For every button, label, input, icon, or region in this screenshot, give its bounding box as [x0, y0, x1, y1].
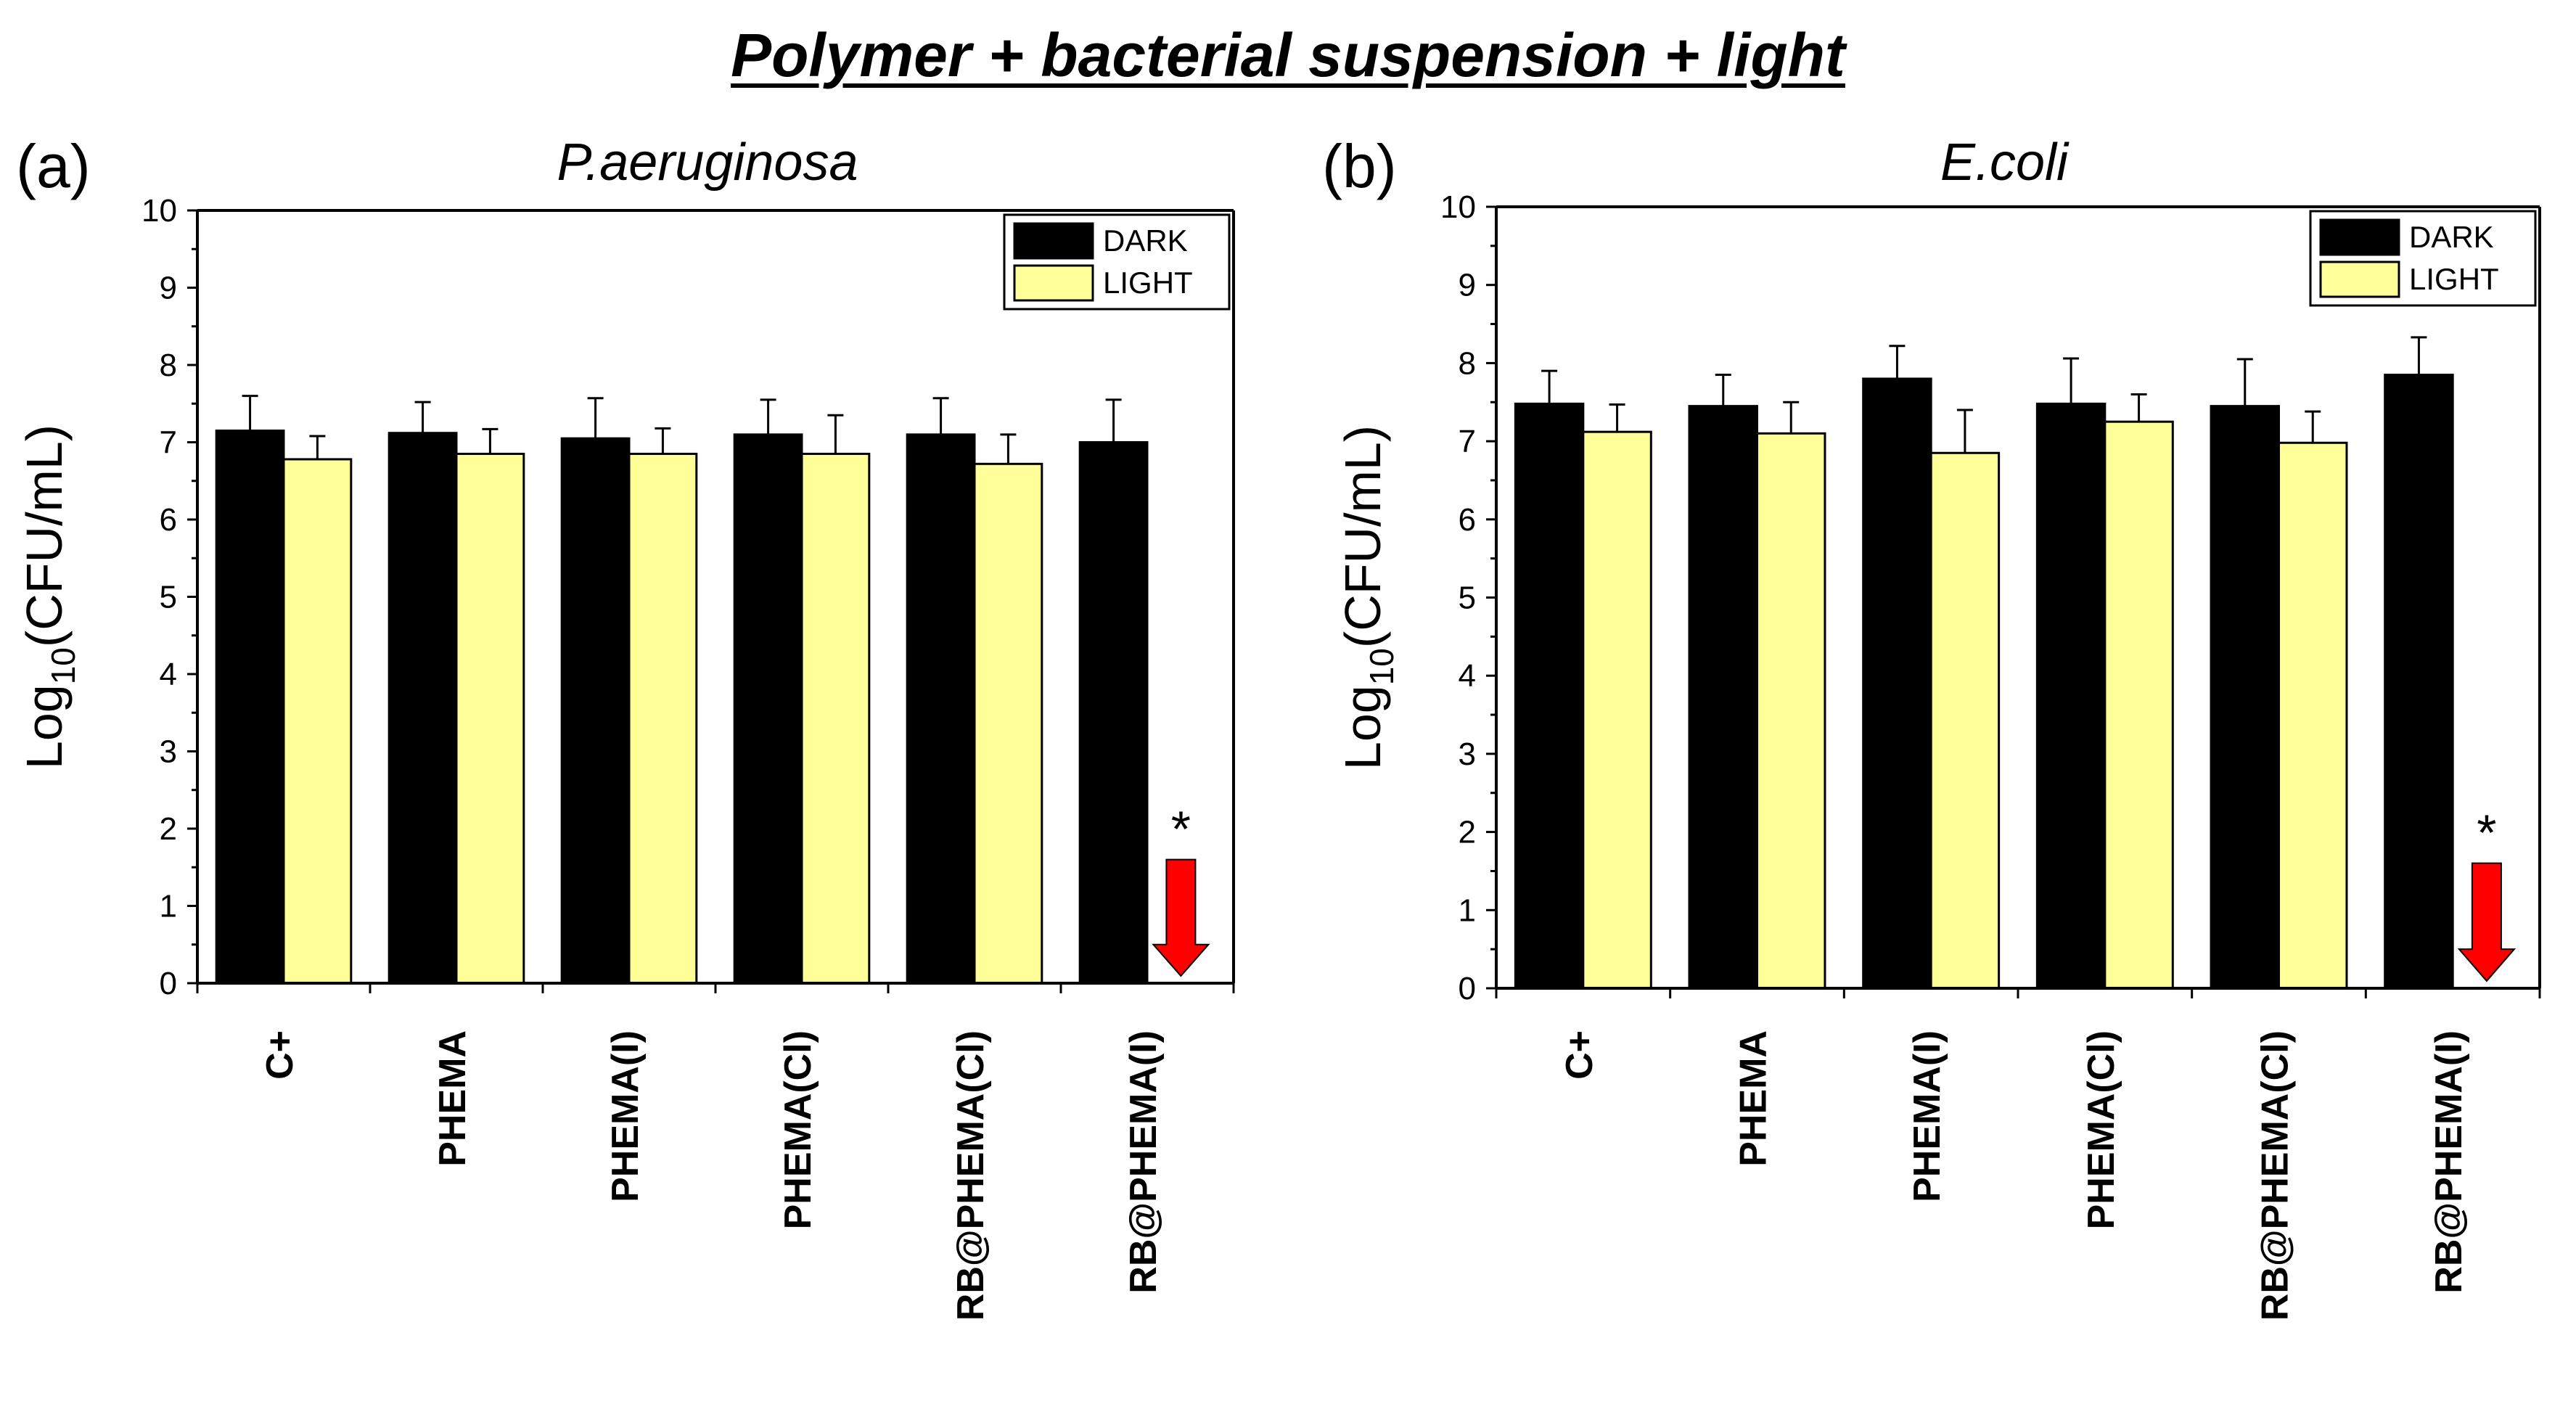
bar-dark-5 — [906, 433, 976, 985]
y-tick-label: 7 — [1459, 424, 1476, 459]
y-tick-label: 1 — [1459, 892, 1476, 928]
bar-dark-2 — [1688, 405, 1759, 990]
bar-light-2 — [455, 452, 525, 985]
y-tick-label: 10 — [141, 193, 177, 229]
y-tick-label: 4 — [160, 657, 177, 692]
bar-dark-4 — [2035, 402, 2107, 990]
y-tick-label: 9 — [160, 271, 177, 306]
y-tick-label: 9 — [1459, 268, 1476, 303]
y-tick-label: 2 — [160, 811, 177, 847]
bar-light-5 — [2278, 441, 2348, 990]
y-tick-label: 7 — [160, 425, 177, 461]
category-label: PHEMA(I) — [604, 1030, 647, 1202]
category-label: PHEMA(Cl) — [777, 1030, 819, 1229]
legend-label-light: LIGHT — [1103, 266, 1193, 300]
legend-swatch-light — [1013, 264, 1094, 302]
chart-title: E.coli — [1940, 134, 2070, 192]
bar-light-4 — [2104, 420, 2174, 990]
bar-light-1 — [1582, 430, 1652, 990]
category-label: RB@PHEMA(Cl) — [950, 1030, 992, 1321]
legend-swatch-light — [2319, 260, 2400, 298]
y-tick-label: 6 — [1459, 502, 1476, 538]
y-tick-label: 6 — [160, 502, 177, 538]
legend-label-dark: DARK — [1103, 223, 1188, 258]
y-tick-label: 8 — [160, 348, 177, 383]
y-tick-label: 3 — [160, 734, 177, 770]
category-label: RB@PHEMA(I) — [2428, 1030, 2470, 1294]
category-label: PHEMA(Cl) — [2080, 1030, 2122, 1229]
bar-dark-6 — [2384, 374, 2454, 990]
bar-dark-3 — [1862, 377, 1932, 990]
bar-dark-3 — [560, 437, 631, 985]
y-tick-label: 1 — [160, 889, 177, 924]
bar-dark-6 — [1078, 441, 1149, 985]
bar-dark-2 — [387, 432, 458, 985]
y-tick-label: 10 — [1440, 189, 1476, 225]
y-axis-label: Log10(CFU/mL) — [16, 424, 82, 769]
decrease-arrow — [1152, 858, 1210, 977]
chart-panel-1: (a) P.aeruginosa Log10(CFU/mL) C+ PHEMA PHEMA… — [16, 132, 1235, 1321]
y-tick-label: 8 — [1459, 345, 1476, 381]
legend-label-dark: DARK — [2409, 220, 2494, 254]
bar-light-3 — [628, 452, 698, 985]
chart-title: P.aeruginosa — [557, 134, 858, 192]
bar-dark-4 — [733, 433, 803, 985]
y-tick-label: 0 — [1459, 971, 1476, 1006]
y-tick-label: 4 — [1459, 658, 1476, 694]
category-label: RB@PHEMA(Cl) — [2255, 1030, 2297, 1321]
bar-dark-1 — [1514, 402, 1585, 990]
significance-star: * — [2477, 805, 2496, 861]
y-tick-label: 5 — [160, 580, 177, 615]
legend-swatch-dark — [2319, 218, 2400, 256]
significance-star: * — [1171, 801, 1191, 858]
bar-light-1 — [282, 458, 353, 985]
y-tick-label: 0 — [160, 966, 177, 1001]
panel-label: (a) — [16, 132, 91, 200]
category-label: RB@PHEMA(I) — [1123, 1030, 1165, 1294]
category-label: PHEMA — [1733, 1030, 1775, 1167]
panel-label: (b) — [1322, 132, 1397, 200]
bar-light-4 — [800, 452, 871, 985]
y-tick-label: 3 — [1459, 736, 1476, 772]
chart-panel-2: (b) E.coli Log10(CFU/mL) C+ PHEMA PHEMA(I) PHE… — [1322, 132, 2541, 1321]
y-tick-label: 2 — [1459, 815, 1476, 850]
figure-title: Polymer + bacterial suspension + light — [731, 21, 1845, 89]
legend-label-light: LIGHT — [2409, 262, 2499, 296]
y-axis-label: Log10(CFU/mL) — [1334, 425, 1400, 770]
category-label: C+ — [1559, 1030, 1601, 1080]
category-label: PHEMA — [432, 1030, 474, 1167]
decrease-arrow — [2457, 862, 2516, 982]
bar-light-2 — [1756, 432, 1826, 990]
bar-dark-5 — [2210, 405, 2281, 990]
legend-swatch-dark — [1013, 222, 1094, 260]
category-label: C+ — [259, 1030, 301, 1080]
bar-dark-1 — [215, 430, 285, 985]
bar-light-3 — [1929, 451, 2001, 990]
bar-light-5 — [973, 462, 1043, 985]
category-label: PHEMA(I) — [1906, 1030, 1948, 1202]
y-tick-label: 5 — [1459, 580, 1476, 616]
